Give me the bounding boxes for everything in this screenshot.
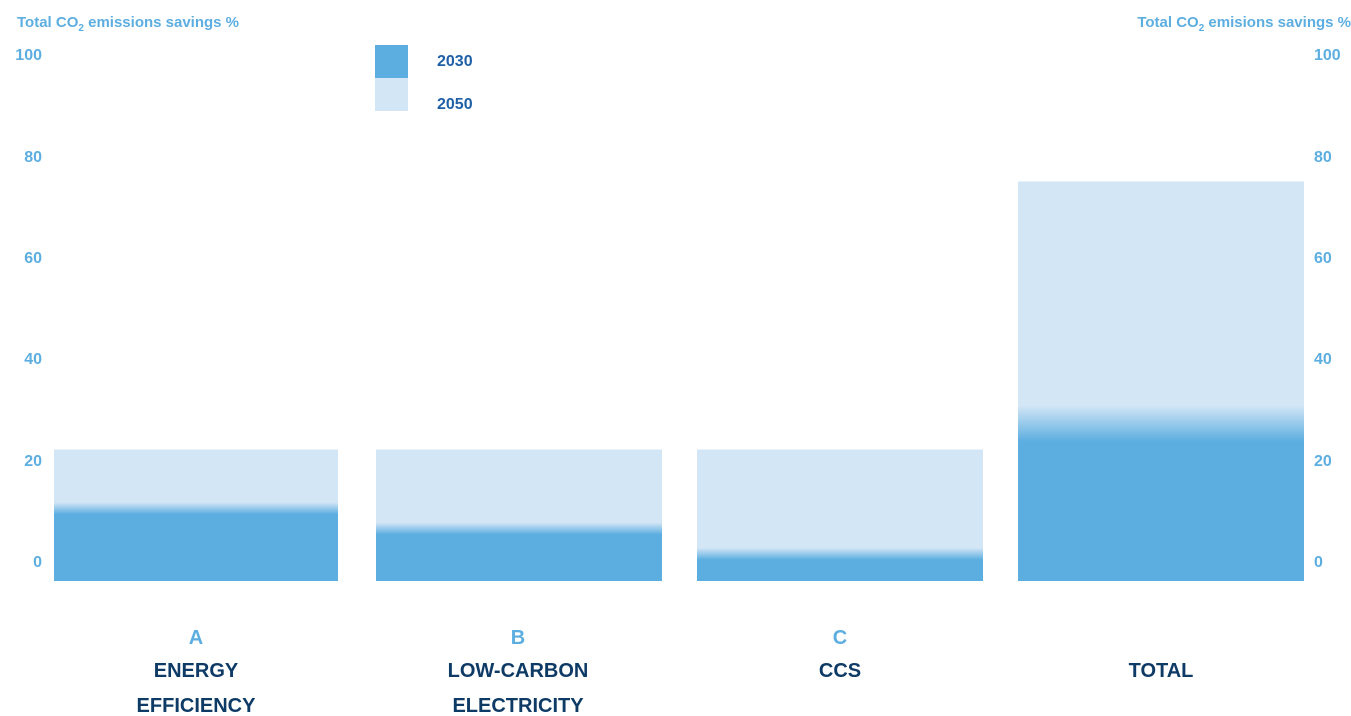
category-name: EFFICIENCY bbox=[137, 695, 257, 716]
category-labels: A ENERGY EFFICIENCY B LOW-CARBON ELECTRICITY C… bbox=[137, 627, 1194, 716]
right-tick-label: 60 bbox=[1314, 250, 1332, 267]
category-letter: C bbox=[833, 627, 847, 649]
right-tick-label: 40 bbox=[1314, 351, 1332, 368]
legend: 2030 2050 bbox=[375, 45, 473, 113]
right-tick-label: 0 bbox=[1314, 554, 1323, 571]
category-letter: A bbox=[189, 627, 203, 649]
bar-a bbox=[54, 449, 338, 581]
left-axis-title: Total CO2 emissions savings % bbox=[17, 14, 239, 34]
legend-swatch-2050 bbox=[375, 78, 408, 111]
left-tick-label: 40 bbox=[24, 351, 42, 368]
legend-label-2030: 2030 bbox=[437, 53, 473, 70]
legend-label-2050: 2050 bbox=[437, 96, 473, 113]
right-y-axis: 100 80 60 40 20 0 bbox=[1314, 47, 1341, 571]
bar-c bbox=[697, 449, 983, 581]
category-name: LOW-CARBON bbox=[448, 660, 589, 682]
category-name: CCS bbox=[819, 660, 861, 682]
right-axis-title: Total CO2 emisions savings % bbox=[1137, 14, 1351, 34]
legend-swatch-2030 bbox=[375, 45, 408, 78]
right-tick-label: 100 bbox=[1314, 47, 1341, 64]
left-tick-label: 80 bbox=[24, 149, 42, 166]
left-tick-label: 20 bbox=[24, 453, 42, 470]
right-tick-label: 20 bbox=[1314, 453, 1332, 470]
left-tick-label: 100 bbox=[15, 47, 42, 64]
category-letter: B bbox=[511, 627, 525, 649]
left-tick-label: 0 bbox=[33, 554, 42, 571]
category-name: ENERGY bbox=[154, 660, 239, 682]
left-tick-label: 60 bbox=[24, 250, 42, 267]
category-name: ELECTRICITY bbox=[452, 695, 584, 716]
right-tick-label: 80 bbox=[1314, 149, 1332, 166]
left-y-axis: 100 80 60 40 20 0 bbox=[15, 47, 42, 571]
bar-total bbox=[1018, 181, 1304, 581]
bar-b bbox=[376, 449, 662, 581]
bars-group bbox=[54, 181, 1304, 581]
category-name: TOTAL bbox=[1129, 660, 1194, 682]
